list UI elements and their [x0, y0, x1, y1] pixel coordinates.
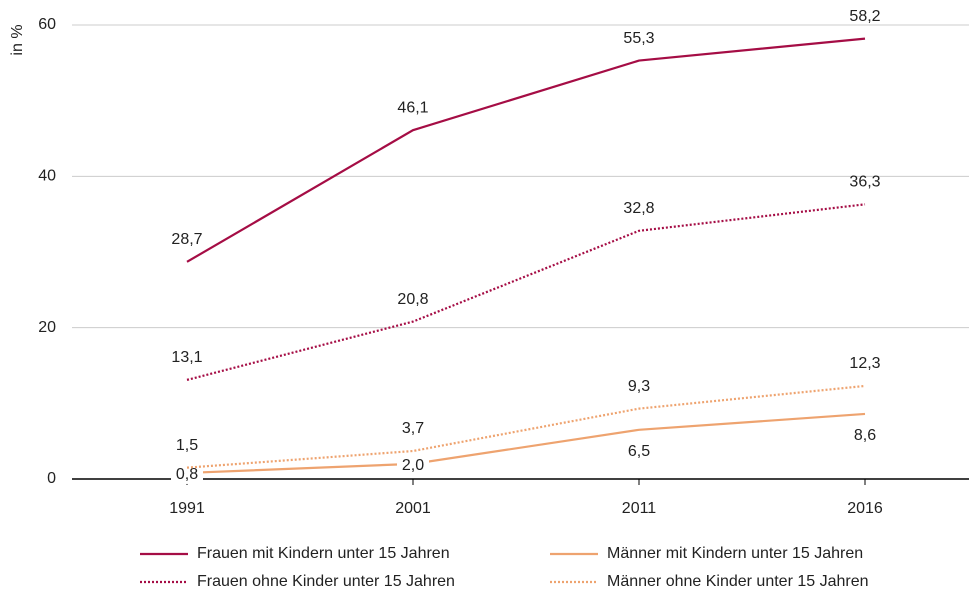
data-label: 36,3: [849, 174, 880, 191]
data-label: 9,3: [628, 378, 650, 395]
series-line: [186, 203, 866, 381]
x-tick-label: 2001: [395, 500, 431, 517]
data-label: 6,5: [628, 443, 650, 460]
series-line: [186, 384, 866, 469]
data-label: 1,5: [176, 437, 198, 454]
y-axis-label: in %: [9, 24, 26, 55]
x-tick-label: 1991: [169, 500, 205, 517]
label-bg: [397, 456, 429, 475]
y-tick-label: 20: [38, 319, 56, 336]
data-label: 0,8: [176, 466, 198, 483]
data-label: 58,2: [849, 8, 880, 25]
x-tick-label: 2016: [847, 500, 883, 517]
label-bg: [171, 465, 203, 484]
data-label: 3,7: [402, 420, 424, 437]
data-label: 12,3: [849, 355, 880, 372]
legend-label: Männer mit Kindern unter 15 Jahren: [607, 545, 863, 562]
data-label: 2,0: [402, 457, 424, 474]
y-tick-label: 0: [47, 470, 56, 487]
y-tick-label: 40: [38, 168, 56, 185]
data-label: 28,7: [171, 231, 202, 248]
series-line: [186, 412, 866, 475]
legend-label: Frauen ohne Kinder unter 15 Jahren: [197, 573, 455, 590]
series-line: [186, 37, 866, 263]
x-tick-label: 2011: [622, 500, 657, 517]
y-tick-label: 60: [38, 16, 56, 33]
legend-label: Männer ohne Kinder unter 15 Jahren: [607, 573, 869, 590]
data-label: 8,6: [854, 427, 876, 444]
legend-label: Frauen mit Kindern unter 15 Jahren: [197, 545, 450, 562]
data-label: 13,1: [171, 349, 202, 366]
data-label: 46,1: [397, 99, 428, 116]
data-label: 20,8: [397, 291, 428, 308]
data-label: 55,3: [623, 30, 654, 47]
data-label: 32,8: [623, 200, 654, 217]
